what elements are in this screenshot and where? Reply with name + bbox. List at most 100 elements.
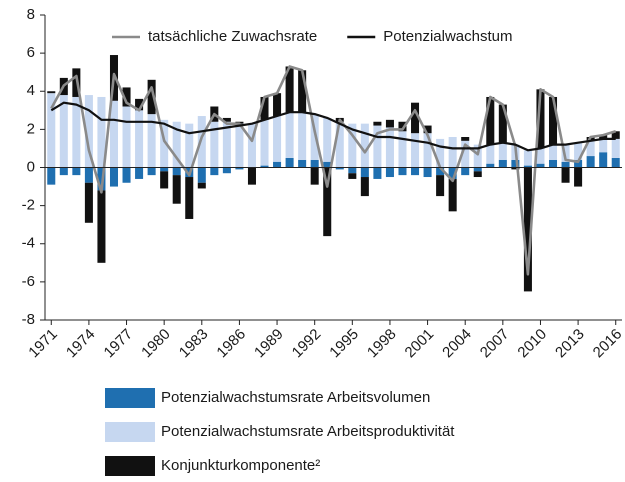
bar [498,159,507,168]
bar [385,167,394,178]
x-tick-label: 2013 [552,326,588,362]
bar [185,123,194,168]
bar [599,135,608,139]
x-tick-label: 2016 [590,326,625,362]
bar [574,159,583,168]
bar [461,140,470,168]
bar [84,182,93,223]
bar [486,96,495,145]
x-tick-label: 1971 [25,326,61,362]
y-tick-label: 2 [27,120,35,137]
bar [172,175,181,204]
bar [360,123,369,168]
bar [197,182,206,189]
bar [448,178,457,212]
bar [323,161,332,168]
bar [84,167,93,183]
bar [97,96,106,168]
legend-swatch [105,422,155,442]
bar [498,104,507,143]
bar [385,119,394,128]
bar [185,177,194,219]
bar [436,138,445,168]
bar [536,148,545,164]
line [50,65,617,276]
y-tick-label: 8 [27,6,35,23]
bar [473,167,482,172]
x-tick-label: 1998 [364,326,400,362]
bar [197,116,206,168]
bar [548,96,558,145]
bar [273,93,282,117]
bar [298,112,307,160]
bar [222,121,231,168]
y-tick-label: 4 [27,82,35,99]
bar [273,161,282,168]
bar [260,165,269,168]
bar [59,167,68,176]
bar [222,167,231,174]
bar [210,167,219,176]
bar [523,150,532,166]
bar [599,152,608,168]
x-tick-label: 1983 [176,326,212,362]
bar [160,119,169,168]
x-tick-label: 2007 [477,326,513,362]
bar [285,66,294,113]
legend-label: Potenzialwachstumsrate Arbeitsproduktivi… [161,423,455,440]
bar [398,121,407,132]
bar [197,167,206,183]
y-tick-label: -8 [22,311,35,328]
bar [135,167,144,179]
bar [348,167,357,174]
bar [109,167,119,187]
bar [323,117,332,162]
bar [423,125,432,134]
y-tick-label: -4 [22,235,35,252]
x-tick-label: 1989 [251,326,287,362]
bar [448,167,457,179]
bar [523,167,532,292]
bar [310,159,319,168]
y-tick-label: -6 [22,273,35,290]
bar [72,167,81,176]
bar [536,163,545,168]
bar [172,167,181,176]
bar [135,98,144,111]
bar [473,171,482,178]
bar [611,157,620,168]
bar [436,175,445,197]
bar [461,137,470,141]
x-tick-label: 2001 [402,326,438,362]
bar [172,121,181,168]
bar [235,167,244,170]
bar [436,167,445,176]
bar [285,157,294,168]
bar [385,127,394,168]
bar [47,91,56,94]
bar [72,96,81,168]
bar [448,137,457,168]
legend-label: tatsächliche Zuwachsrate [148,28,317,45]
bar [398,167,407,176]
bar [373,167,382,179]
bar [147,79,156,115]
bar [523,165,532,168]
bar [611,131,620,139]
bar [348,173,357,179]
bar [335,121,344,168]
bar [285,112,294,158]
bar [122,167,131,183]
bar [423,167,432,178]
x-tick-label: 1980 [138,326,174,362]
bar [147,167,156,176]
bar [536,89,545,149]
bar [486,163,495,168]
bar [84,95,93,168]
x-tick-label: 2004 [439,326,475,362]
bar [411,102,420,134]
bar [160,171,169,189]
bar [247,167,256,185]
y-tick-label: 0 [27,158,35,175]
bar [548,159,558,168]
